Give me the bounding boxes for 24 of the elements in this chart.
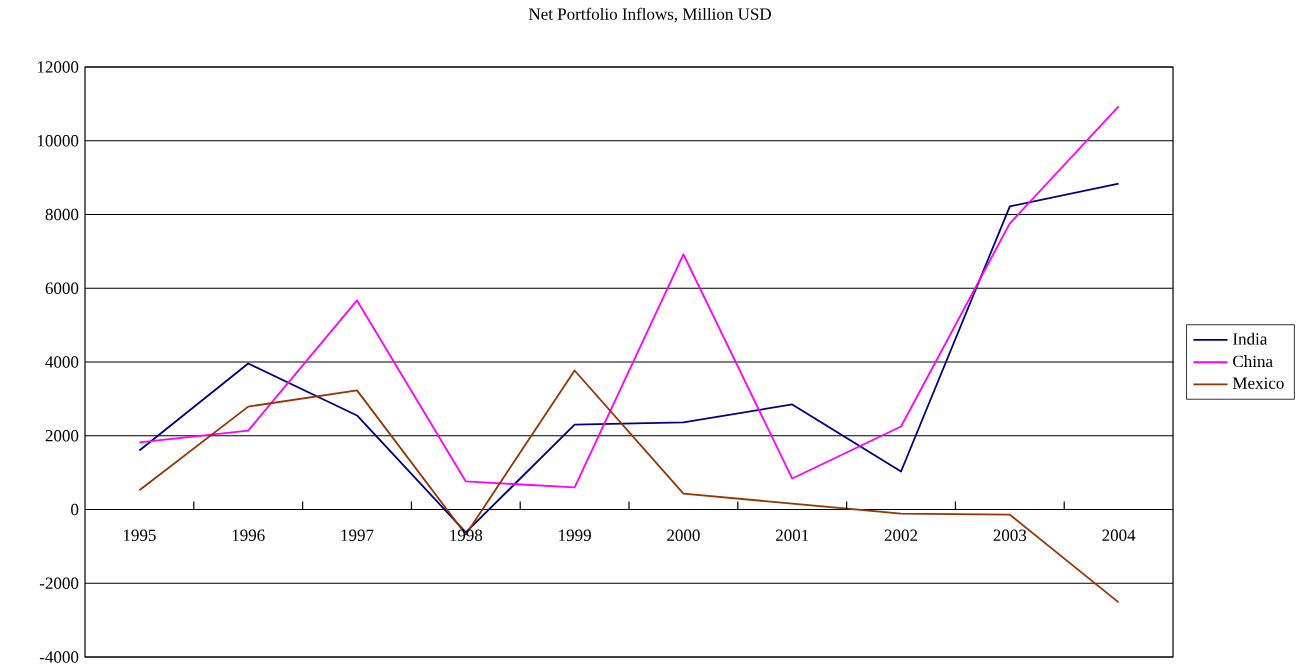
y-tick-label: -2000: [39, 577, 79, 589]
x-tick-label: 2003: [993, 529, 1027, 542]
y-tick-label: 6000: [45, 282, 79, 294]
x-tick-label: 2002: [884, 529, 918, 542]
x-tick-label: 2004: [1102, 529, 1136, 542]
y-tick-label: 2000: [45, 430, 79, 442]
line-series: [138, 105, 1120, 489]
x-tick-label: 2001: [775, 529, 809, 542]
legend-label: China: [1233, 355, 1273, 368]
x-tick-label: 2000: [667, 529, 700, 542]
chart-title: Net Portfolio Inflows, Million USD: [528, 7, 771, 23]
x-tick-label: 1996: [232, 529, 265, 541]
legend-label: Mexico: [1232, 377, 1284, 389]
y-tick-label: 12000: [37, 61, 79, 73]
x-tick-label: 1998: [450, 529, 483, 542]
x-tick-label: 1997: [341, 529, 374, 541]
x-tick-label: 1999: [559, 529, 591, 541]
legend-label: India: [1233, 332, 1268, 345]
y-tick-label: 10000: [37, 135, 79, 147]
y-tick-label: 8000: [45, 208, 79, 221]
x-tick-label: 1995: [123, 529, 156, 541]
y-tick-label: 0: [71, 503, 79, 516]
y-tick-label: 4000: [45, 356, 79, 368]
y-tick-label: -4000: [39, 651, 79, 663]
